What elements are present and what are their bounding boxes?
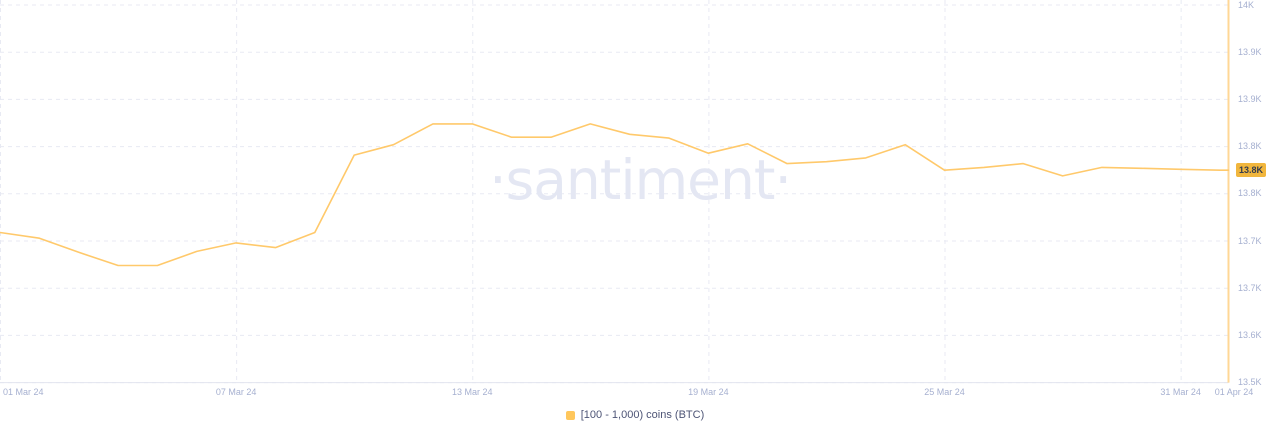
x-axis-tick-label: 01 Apr 24 <box>1214 387 1254 397</box>
series-legend-label: [100 - 1,000) coins (BTC) <box>580 409 705 421</box>
y-axis-tick-label: 13.7K <box>1238 282 1262 293</box>
axis-layer <box>0 0 1230 384</box>
y-axis-tick-label: 13.8K <box>1238 141 1262 152</box>
y-axis-tick-label: 13.9K <box>1238 93 1262 104</box>
y-axis-tick-label: 13.8K <box>1238 188 1262 199</box>
series-line[interactable] <box>0 123 1230 267</box>
y-axis-tick-label: 13.5K <box>1238 377 1262 388</box>
chart-plot-area[interactable]: ·santiment· 14K 13.9K 13.9K 13.8K 13.8K 13.7K… <box>0 0 1270 404</box>
x-axis-tick-label: 07 Mar 24 <box>215 387 257 397</box>
x-axis-tick-label: 25 Mar 24 <box>924 387 965 397</box>
chart-legend: [100 - 1,000) coins (BTC) <box>0 405 1270 425</box>
x-axis-tick-label: 01 Mar 24 <box>3 387 44 397</box>
santiment-watermark: ·santiment· <box>489 148 791 212</box>
y-axis-tick-label: 14K <box>1238 0 1255 10</box>
y-axis-tick-label: 13.6K <box>1238 329 1262 340</box>
series-color-marker-icon <box>565 410 575 420</box>
y-axis-tick-label: 13.9K <box>1238 46 1262 57</box>
y-axis-tick-label: 13.7K <box>1238 235 1262 246</box>
x-axis-tick-label: 19 Mar 24 <box>688 387 729 397</box>
chart-canvas[interactable]: ·santiment· <box>0 0 1270 404</box>
x-axis-tick-label: 31 Mar 24 <box>1160 387 1201 397</box>
series-line-layer <box>0 123 1230 267</box>
current-value-badge: 13.8K <box>1236 163 1267 178</box>
x-axis-tick-label: 13 Mar 24 <box>451 387 493 397</box>
legend-item[interactable]: [100 - 1,000) coins (BTC) <box>565 409 705 421</box>
